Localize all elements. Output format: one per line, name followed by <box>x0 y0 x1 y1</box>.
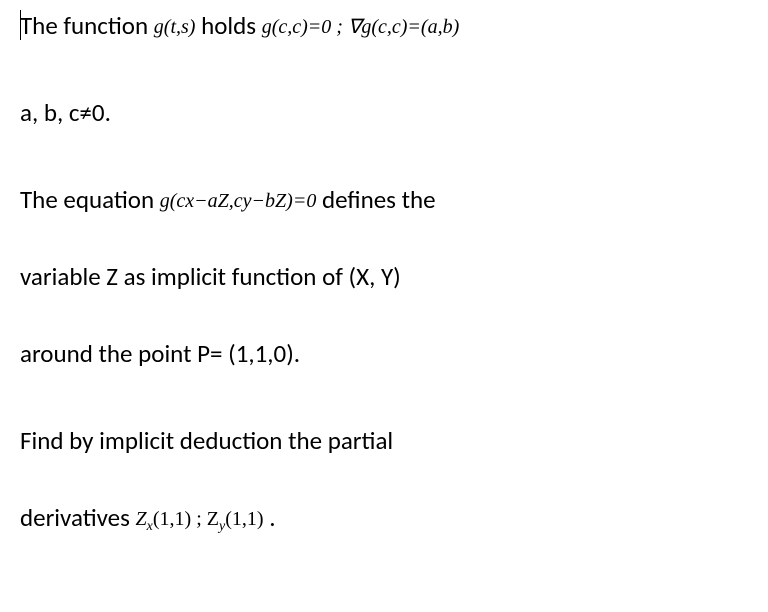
math-expr-g-equation: g(cx−aZ,cy−bZ)=0 <box>160 190 317 212</box>
text-run: Find by implicit deduction the partial <box>20 425 393 456</box>
text-run: The function <box>20 10 154 41</box>
text-run: variable Z as implicit function of (X, Y… <box>20 261 401 292</box>
math-expr-derivatives: Zx(1,1) ; Zy(1,1) <box>136 508 264 530</box>
paragraph-5: around the point P= (1,1,0). <box>20 336 748 371</box>
text-run: defines the <box>322 184 436 215</box>
paragraph-2: a, b, c≠0. <box>20 95 748 130</box>
text-run: around the point P= (1,1,0). <box>20 338 300 369</box>
text-run: a, b, c≠0. <box>20 97 111 128</box>
math-args-1: (1,1) ; Z <box>153 508 219 530</box>
math-args-2: (1,1) <box>225 508 263 530</box>
paragraph-1: The function g(t,s) holds g(c,c)=0 ; ∇g(… <box>20 8 748 43</box>
paragraph-3: The equation g(cx−aZ,cy−bZ)=0 defines th… <box>20 182 748 217</box>
document-body: The function g(t,s) holds g(c,c)=0 ; ∇g(… <box>0 0 768 599</box>
math-Z1: Z <box>136 508 147 530</box>
text-run: holds <box>201 10 262 41</box>
math-expr-g-conditions: g(c,c)=0 ; ∇g(c,c)=(a,b) <box>262 16 460 38</box>
math-expr-g-ts: g(t,s) <box>154 16 196 38</box>
paragraph-7: derivatives Zx(1,1) ; Zy(1,1) . <box>20 500 748 537</box>
paragraph-4: variable Z as implicit function of (X, Y… <box>20 259 748 294</box>
text-run: . <box>269 502 275 533</box>
text-run: The equation <box>20 184 160 215</box>
paragraph-6: Find by implicit deduction the partial <box>20 423 748 458</box>
text-run: derivatives <box>20 502 136 533</box>
